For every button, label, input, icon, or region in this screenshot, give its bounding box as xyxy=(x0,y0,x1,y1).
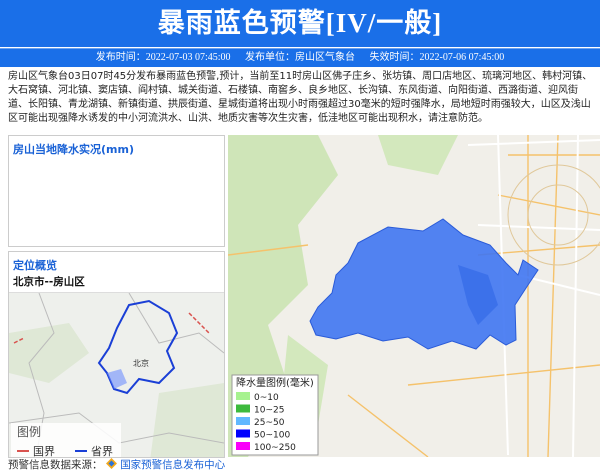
legend-swatch xyxy=(236,442,250,450)
legend-title: 图例 xyxy=(17,425,41,439)
location-panel: 定位概览 北京市--房山区 北京 图例 国界 省界 xyxy=(8,251,225,458)
panel-title: 定位概览 xyxy=(13,259,57,272)
legend-label: 国界 xyxy=(33,445,55,458)
footer-label: 预警信息数据来源： xyxy=(8,459,103,471)
legend-label: 25~50 xyxy=(254,418,285,428)
issuer: 发布单位：房山区气象台 xyxy=(245,52,355,63)
legend-label: 100~250 xyxy=(254,443,296,453)
warning-content: 房山区气象台03日07时45分发布暴雨蓝色预警,预计，当前至11时房山区佛子庄乡… xyxy=(8,71,593,124)
legend-swatch xyxy=(236,404,250,413)
map-label: 北京 xyxy=(133,358,149,368)
legend-label: 省界 xyxy=(91,445,113,458)
source-icon xyxy=(105,458,117,469)
footer: 预警信息数据来源： 国家预警信息发布中心 xyxy=(8,458,225,472)
panel-title: 房山当地降水实况(mm) xyxy=(13,143,134,156)
region: 北京市--房山区 xyxy=(13,276,85,288)
legend-swatch xyxy=(236,429,250,438)
warning-title: 暴雨蓝色预警[IV/一般] xyxy=(0,0,600,47)
legend-swatch xyxy=(236,392,250,400)
footer-source[interactable]: 国家预警信息发布中心 xyxy=(120,459,226,471)
issue-time: 发布时间：2022-07-03 07:45:00 xyxy=(95,52,231,63)
legend-label: 10~25 xyxy=(254,406,284,416)
meta-bar: 发布时间：2022-07-03 07:45:00 发布单位：房山区气象台 失效时… xyxy=(0,48,600,67)
legend-label: 0~10 xyxy=(254,393,279,403)
legend-swatch xyxy=(236,417,250,425)
expire-time: 失效时间：2022-07-06 07:45:00 xyxy=(369,52,505,63)
legend-label: 50~100 xyxy=(254,431,290,441)
precip-map: 降水量图例(毫米) 0~10 10~25 25~50 50~100 100~250 xyxy=(228,135,600,457)
locator-map: 北京 图例 国界 省界 xyxy=(9,292,224,458)
precip-panel: 房山当地降水实况(mm) xyxy=(8,135,225,247)
legend-title: 降水量图例(毫米) xyxy=(236,376,314,389)
